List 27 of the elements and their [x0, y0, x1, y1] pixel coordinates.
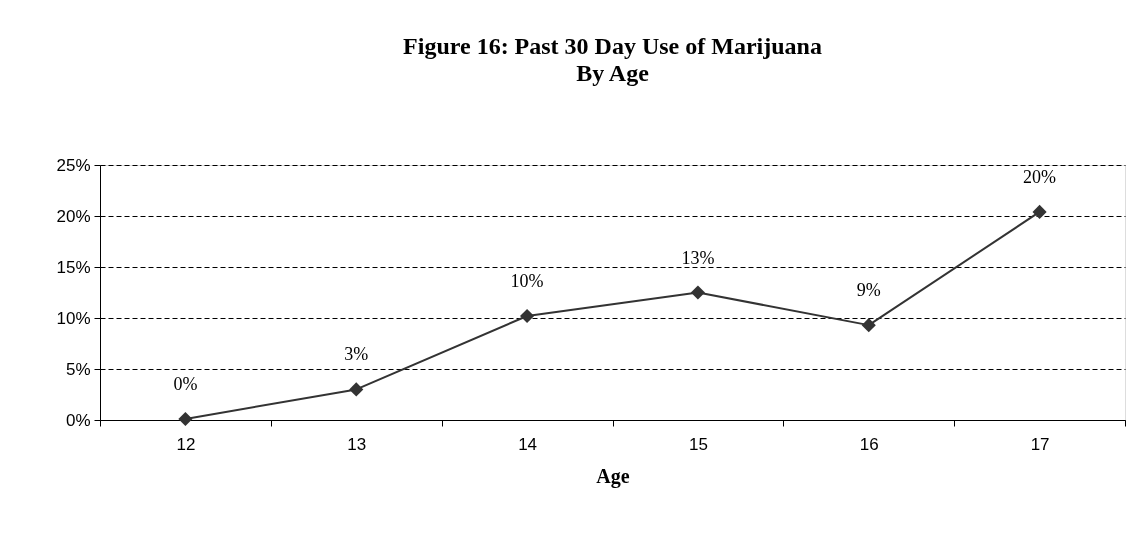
point [690, 285, 705, 300]
point [520, 308, 535, 324]
x-tick-label: 14 [518, 434, 538, 454]
point [861, 318, 876, 333]
x-tick-label: 17 [1030, 434, 1050, 454]
y-tick-label: 15% [56, 257, 91, 277]
y-tick-label: 10% [56, 308, 91, 328]
data-label: 10% [510, 270, 544, 291]
chart-subtitle: By Age [576, 60, 650, 86]
chart-title: Figure 16: Past 30 Day Use of Marijuana [403, 33, 822, 59]
x-tick-label: 15 [688, 434, 708, 454]
point [178, 411, 193, 427]
x-tick-label: 12 [176, 434, 196, 454]
y-tick-label: 20% [56, 206, 91, 226]
y-tick-label: 5% [65, 359, 91, 379]
data-label: 13% [681, 247, 715, 268]
data-label: 9% [856, 280, 881, 301]
data-label: 20% [1023, 166, 1057, 187]
point [1032, 204, 1047, 219]
data-label: 0% [173, 373, 198, 394]
data-label: 3% [344, 344, 369, 365]
x-tick-label: 16 [859, 434, 879, 454]
x-tick-label: 13 [347, 434, 367, 454]
x-axis-title: Age [596, 464, 630, 488]
y-tick-label: 0% [65, 410, 91, 430]
y-tick-label: 25% [56, 155, 91, 175]
point [349, 382, 364, 397]
